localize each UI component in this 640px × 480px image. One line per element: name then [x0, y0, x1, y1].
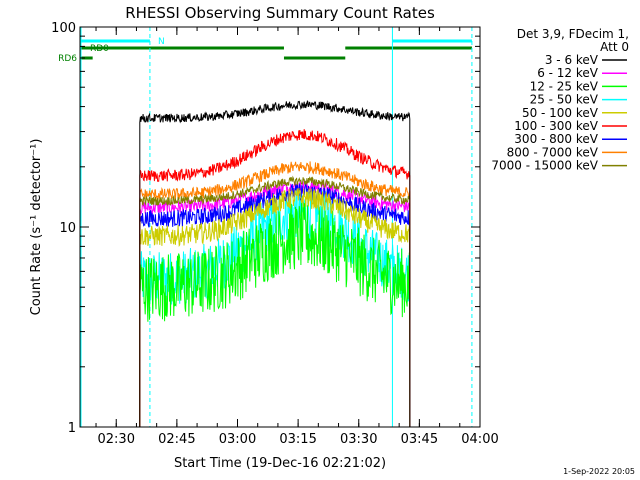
x-tick-label: 03:00: [219, 432, 256, 447]
plot-area: N RD0 RD6 02:30 02:45 03:00 03:15 03:30 03:45 04…: [51, 21, 499, 447]
chart-title: RHESSI Observing Summary Count Rates: [125, 4, 435, 22]
legend-label-100-300-kev: 100 - 300 keV: [514, 119, 598, 133]
x-tick-label: 03:15: [279, 432, 316, 447]
x-tick-label: 03:30: [340, 432, 377, 447]
status-bars: N RD0 RD6: [58, 37, 472, 64]
legend-label-3-6-kev: 3 - 6 keV: [545, 53, 599, 67]
y-axis-label: Count Rate (s⁻¹ detector⁻¹): [29, 139, 44, 316]
series-line-3-6-kev: [139, 100, 411, 428]
series-line-100-300-kev: [139, 129, 411, 428]
series-line-50-100-kev: [139, 188, 411, 428]
x-tick-label: 02:30: [98, 432, 135, 447]
series-line-800-7000-kev: [139, 161, 411, 428]
legend-label-800-7000-kev: 800 - 7000 keV: [507, 145, 599, 159]
x-tick-label: 04:00: [461, 432, 498, 447]
status-label-rd0: RD0: [90, 44, 109, 54]
x-axis-label: Start Time (19-Dec-16 02:21:02): [174, 456, 386, 471]
legend-header-line-2: Att 0: [600, 40, 629, 54]
legend-label-12-25-kev: 12 - 25 keV: [530, 79, 599, 93]
series-line-7000-15000-kev: [139, 175, 411, 428]
legend-label-6-12-kev: 6 - 12 keV: [537, 66, 599, 80]
footer-timestamp: 1-Sep-2022 20:05: [563, 467, 635, 476]
series-line-300-800-kev: [139, 182, 411, 428]
legend-label-300-800-kev: 300 - 800 keV: [514, 132, 598, 146]
axes: 02:30 02:45 03:00 03:15 03:30 03:45 04:00 1 10 10…: [51, 21, 499, 447]
x-tick-label: 02:45: [158, 432, 195, 447]
legend-header-line-1: Det 3,9, FDecim 1,: [517, 27, 629, 41]
status-label-rd6: RD6: [58, 54, 77, 64]
y-tick-label: 1: [68, 421, 76, 436]
legend-label-7000-15000-kev: 7000 - 15000 keV: [491, 159, 598, 173]
series-lines: [139, 100, 411, 428]
legend-label-25-50-kev: 25 - 50 keV: [530, 93, 599, 107]
y-tick-label: 10: [59, 221, 76, 236]
y-tick-label: 100: [51, 21, 76, 36]
legend-label-50-100-kev: 50 - 100 keV: [522, 106, 599, 120]
series-line-12-25-kev: [139, 201, 411, 428]
status-label-n: N: [158, 37, 165, 47]
x-tick-label: 03:45: [401, 432, 438, 447]
